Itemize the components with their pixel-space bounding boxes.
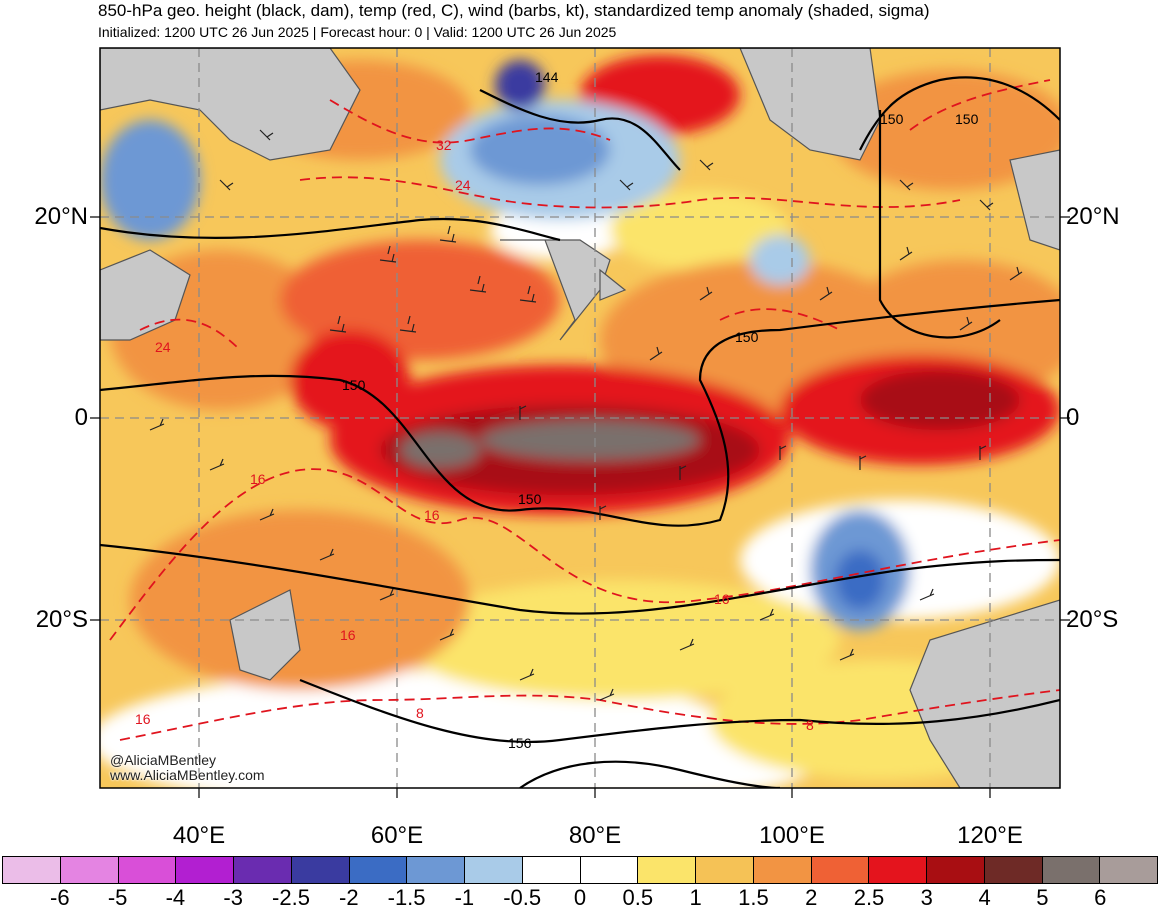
colorbar-tick-label: 0 — [573, 885, 587, 910]
height-label: 150 — [880, 111, 904, 127]
colorbar-swatch — [869, 857, 927, 883]
lat-label-20n-left: 20°N — [34, 203, 88, 230]
land-masses — [100, 48, 1060, 788]
colorbar-swatch — [60, 857, 119, 883]
colorbar-tick-label: -0.5 — [503, 885, 542, 910]
height-label: 144 — [535, 69, 559, 85]
lat-label-eq-left: 0 — [74, 404, 88, 431]
colorbar-tick-label: -1 — [454, 885, 475, 910]
lat-label-20n-right: 20°N — [1066, 203, 1120, 230]
temp-label: 24 — [155, 339, 171, 355]
colorbar-tick-label: 0.5 — [622, 885, 654, 910]
lat-label-20s-right: 20°S — [1066, 606, 1119, 633]
colorbar-tick-label: 2 — [805, 885, 818, 910]
height-label: 150 — [518, 491, 542, 507]
chart-subtitle: Initialized: 1200 UTC 26 Jun 2025 | Fore… — [98, 24, 617, 40]
credit-twitter: @AliciaMBentley — [110, 752, 217, 768]
temp-label: 16 — [250, 471, 266, 487]
colorbar-swatch — [753, 857, 812, 883]
colorbar-swatch — [349, 857, 408, 883]
colorbar-tick-label: 1.5 — [738, 885, 769, 910]
contour-labels: 144 150 150 150 150 150 156 32 24 24 16 … — [135, 69, 979, 751]
temp-label: 24 — [455, 177, 471, 193]
colorbar-tick-label: 6 — [1094, 885, 1107, 910]
colorbar-swatch — [927, 857, 985, 883]
temp-label: 8 — [806, 717, 814, 733]
temp-label: 16 — [424, 507, 440, 523]
colorbar-swatch — [234, 857, 292, 883]
temp-label: 32 — [436, 137, 452, 153]
graticule — [100, 48, 1060, 788]
anomaly-shading — [100, 55, 1060, 788]
colorbar-swatch — [522, 857, 581, 883]
chart-title: 850-hPa geo. height (black, dam), temp (… — [98, 1, 930, 20]
lon-label-120e: 120°E — [957, 822, 1023, 849]
colorbar-tick-label: -6 — [50, 885, 70, 910]
height-label: 150 — [955, 111, 979, 127]
colorbar-swatch — [984, 857, 1043, 883]
colorbar-swatch — [291, 857, 350, 883]
weather-map: 144 150 150 150 150 150 156 32 24 24 16 … — [90, 47, 1070, 798]
colorbar-tick-label: -2 — [339, 885, 359, 910]
temp-label: 16 — [135, 711, 151, 727]
colorbar-swatch — [407, 857, 465, 883]
colorbar-tick-label: 1 — [689, 885, 702, 910]
colorbar-swatch — [118, 857, 177, 883]
colorbar-swatch — [176, 857, 234, 883]
wind-barbs — [149, 129, 1023, 701]
temp-label: 8 — [416, 705, 424, 721]
colorbar-swatch — [3, 857, 61, 883]
colorbar-swatch — [580, 857, 639, 883]
colorbar-tick-label: 2.5 — [853, 885, 885, 910]
height-label: 150 — [735, 329, 759, 345]
colorbar-tick-label: -1.5 — [387, 885, 426, 910]
colorbar-tick-label: 3 — [920, 885, 933, 910]
colorbar-swatch — [696, 857, 754, 883]
temp-label: 16 — [714, 591, 730, 607]
axis-ticks — [90, 216, 1070, 798]
colorbar-tick-label: -3 — [223, 885, 243, 910]
colorbar — [2, 856, 1158, 884]
colorbar-tick-label: 4 — [978, 885, 991, 910]
height-label: 150 — [342, 377, 366, 393]
height-contours — [100, 76, 1060, 788]
height-label: 156 — [508, 735, 532, 751]
colorbar-swatch — [811, 857, 870, 883]
colorbar-tick-label: -2.5 — [272, 885, 310, 910]
colorbar-swatch — [1100, 857, 1157, 883]
colorbar-tick-label: 5 — [1036, 885, 1049, 910]
credit-website: www.AliciaMBentley.com — [110, 767, 265, 783]
lon-label-100e: 100°E — [759, 822, 825, 849]
lat-label-20s-left: 20°S — [35, 606, 88, 633]
colorbar-swatch — [1042, 857, 1101, 883]
lon-label-80e: 80°E — [568, 822, 622, 849]
colorbar-swatch — [638, 857, 696, 883]
lat-label-eq-right: 0 — [1066, 404, 1080, 431]
colorbar-tick-label: -4 — [165, 885, 186, 910]
colorbar-swatch — [465, 857, 523, 883]
lon-label-60e: 60°E — [370, 822, 424, 849]
lon-label-40e: 40°E — [172, 822, 226, 849]
temp-label: 16 — [340, 627, 356, 643]
colorbar-tick-label: -5 — [107, 885, 128, 910]
